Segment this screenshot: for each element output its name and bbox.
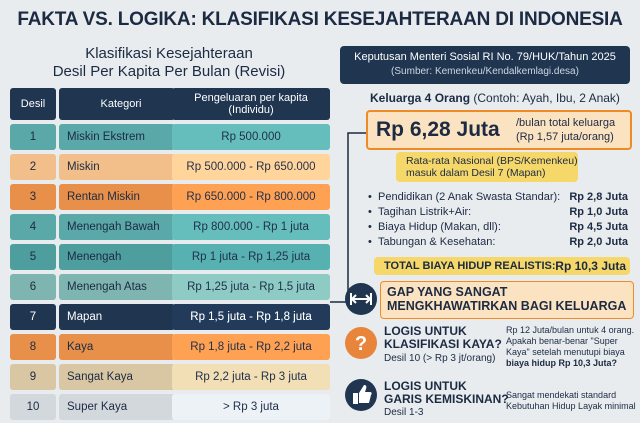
table-cell: Miskin Ekstrem: [59, 124, 175, 150]
table-cell: Super Kaya: [59, 394, 175, 420]
national-line: masuk dalam Desil 7 (Mapan): [406, 167, 546, 179]
question-icon: ?: [345, 327, 377, 359]
cost-label: Tagihan Listrik+Air:: [378, 206, 472, 218]
q1-note-line: biaya hidup Rp 10,3 Juta?: [506, 358, 618, 368]
thumb-icon: [345, 379, 377, 411]
q1-sub: Desil 10 (> Rp 3 jt/orang): [384, 353, 496, 364]
bullet: •: [368, 206, 372, 218]
column-header: Kategori: [59, 88, 175, 120]
q2-sub: Desil 1-3: [384, 407, 424, 418]
q1-note-line: Rp 12 Juta/bulan untuk 4 orang.: [506, 325, 635, 335]
column-label: Kategori: [100, 98, 142, 110]
table-cell: Rp 1,8 juta - Rp 2,2 juta: [172, 334, 330, 360]
bullet: •: [368, 221, 372, 233]
total-value: Rp 10,3 Juta: [555, 259, 626, 273]
column-header: Desil: [10, 88, 56, 120]
cost-value: Rp 2,8 Juta: [569, 191, 628, 203]
q2-title-line: GARIS KEMISKINAN?: [384, 392, 509, 406]
table-cell: Menengah Atas: [59, 274, 175, 300]
gap-box: GAP YANG SANGAT MENGKHAWATIRKAN BAGI KEL…: [380, 281, 634, 319]
table-cell: Menengah Bawah: [59, 214, 175, 240]
table-cell: 9: [10, 364, 56, 390]
gap-icon: [345, 283, 377, 315]
family-note: (Contoh: Ayah, Ibu, 2 Anak): [473, 91, 620, 105]
table-cell: Rp 650.000 - Rp 800.000: [172, 184, 330, 210]
table-cell: Rp 800.000 - Rp 1 juta: [172, 214, 330, 240]
q1-note-line: Apakah benar-benar "Super: [506, 336, 618, 346]
table-cell: Rentan Miskin: [59, 184, 175, 210]
table-cell: 2: [10, 154, 56, 180]
table-subtitle: Desil Per Kapita Per Bulan (Revisi): [52, 63, 286, 80]
table-cell: Rp 2,2 juta - Rp 3 juta: [172, 364, 330, 390]
cost-amount: Rp 6,28 Juta: [376, 118, 500, 141]
decree-title: Keputusan Menteri Sosial RI No. 79/HUK/T…: [354, 51, 616, 63]
table-cell: 5: [10, 244, 56, 270]
q2-title-line: LOGIS UNTUK: [384, 379, 467, 393]
svg-text:?: ?: [355, 333, 367, 355]
total-bar: TOTAL BIAYA HIDUP REALISTIS: Rp 10,3 Jut…: [374, 257, 630, 275]
table-cell: Rp 500.000 - Rp 650.000: [172, 154, 330, 180]
bullet: •: [368, 236, 372, 248]
table-cell: Rp 1,25 juta - Rp 1,5 juta: [172, 274, 330, 300]
cost-label: Tabungan & Kesehatan:: [378, 236, 496, 248]
table-cell: Menengah: [59, 244, 175, 270]
decree-source: (Sumber: Kemenkeu/Kendalkemlagi.desa): [391, 66, 579, 77]
column-label: (Individu): [228, 104, 274, 116]
column-header: Pengeluaran per kapita (Individu): [172, 88, 330, 120]
q1-note-line: Kaya" setelah menutupi biaya: [506, 347, 625, 357]
column-label: Desil: [20, 98, 46, 110]
q1-title-line: LOGIS UNTUK: [384, 324, 467, 338]
table-cell: Mapan: [59, 304, 175, 330]
table-cell: Rp 500.000: [172, 124, 330, 150]
table-cell: 7: [10, 304, 56, 330]
q1-title-line: KLASIFIKASI KAYA?: [384, 337, 502, 351]
q2-note-line: Kebutuhan Hidup Layak minimal: [506, 401, 636, 411]
table-cell: > Rp 3 juta: [172, 394, 330, 420]
table-cell: 6: [10, 274, 56, 300]
table-title: Klasifikasi Kesejahteraan: [85, 45, 253, 62]
q1-note: Rp 12 Juta/bulan untuk 4 orang. Apakah be…: [506, 325, 634, 369]
family: Keluarga 4 Orang (Contoh: Ayah, Ibu, 2 A…: [370, 91, 620, 105]
gap-line: GAP YANG SANGAT: [387, 285, 508, 299]
national-line: Rata-rata Nasional (BPS/Kemenkeu): [406, 155, 578, 167]
table-cell: Rp 1,5 juta - Rp 1,8 juta: [172, 304, 330, 330]
table-cell: Kaya: [59, 334, 175, 360]
column-label: Pengeluaran per kapita: [194, 92, 308, 104]
q1-title: LOGIS UNTUK KLASIFIKASI KAYA?: [384, 325, 502, 351]
total-label: TOTAL BIAYA HIDUP REALISTIS:: [384, 260, 556, 272]
table-cell: Sangat Kaya: [59, 364, 175, 390]
cost-label: Pendidikan (2 Anak Swasta Standar):: [378, 191, 561, 203]
q2-note-line: Sangat mendekati standard: [506, 390, 617, 400]
table-cell: Rp 1 juta - Rp 1,25 juta: [172, 244, 330, 270]
table-cell: 10: [10, 394, 56, 420]
cost-value: Rp 1,0 Juta: [569, 206, 628, 218]
table-cell: 8: [10, 334, 56, 360]
table-cell: 4: [10, 214, 56, 240]
table-cell: Miskin: [59, 154, 175, 180]
cost-label: Biaya Hidup (Makan, dll):: [378, 221, 501, 233]
gap-line: MENGKHAWATIRKAN BAGI KELUARGA: [387, 299, 627, 313]
decree-box: Keputusan Menteri Sosial RI No. 79/HUK/T…: [340, 46, 630, 84]
page-title: FAKTA VS. LOGIKA: KLASIFIKASI KESEJAHTER…: [17, 9, 623, 30]
national-box: Rata-rata Nasional (BPS/Kemenkeu) masuk …: [396, 152, 578, 182]
cost-value: Rp 4,5 Juta: [569, 221, 628, 233]
q2-title: LOGIS UNTUK GARIS KEMISKINAN?: [384, 380, 509, 406]
cost-unit: /bulan total keluarga: [516, 117, 616, 129]
cost-per-person: (Rp 1,57 juta/orang): [516, 131, 614, 143]
table-cell: 3: [10, 184, 56, 210]
table-cell: 1: [10, 124, 56, 150]
family-label: Keluarga 4 Orang: [370, 91, 471, 105]
cost-box: Rp 6,28 Juta /bulan total keluarga (Rp 1…: [366, 110, 632, 150]
q2-note: Sangat mendekati standard Kebutuhan Hidup…: [506, 390, 636, 412]
bullet: •: [368, 191, 372, 203]
cost-value: Rp 2,0 Juta: [569, 236, 628, 248]
